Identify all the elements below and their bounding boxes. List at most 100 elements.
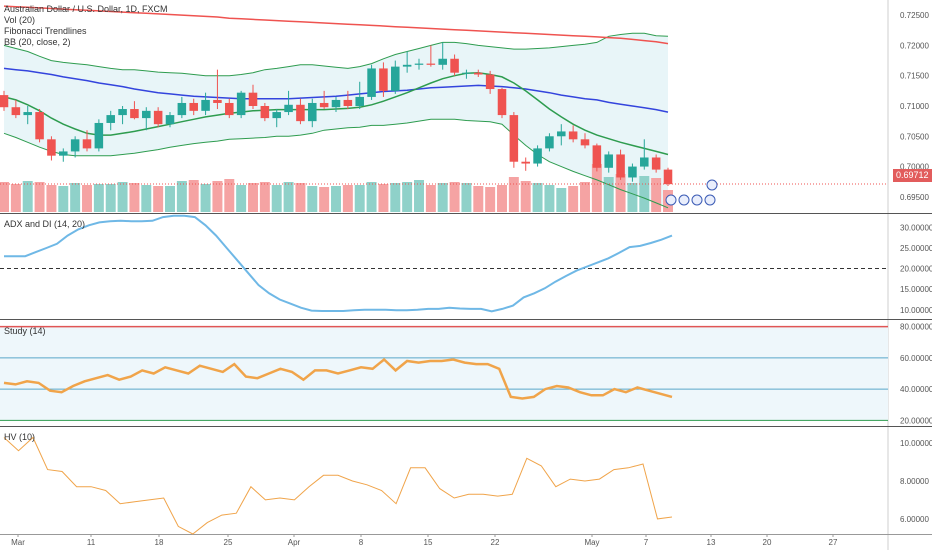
candle-body <box>308 102 317 122</box>
candle-body <box>426 63 436 65</box>
volume-bar <box>627 183 638 212</box>
candle-body <box>474 72 483 75</box>
adx-title[interactable]: ADX and DI (14, 20) <box>4 219 86 229</box>
candle-body <box>450 58 459 73</box>
event-flag-icon <box>706 179 718 191</box>
time-axis-label: 22 <box>491 538 500 547</box>
candle-body <box>640 157 649 167</box>
volume-bar <box>141 185 152 212</box>
candle-body <box>509 115 519 162</box>
volume-bar <box>556 188 567 212</box>
candle-body <box>462 72 471 74</box>
volume-bar <box>615 174 626 212</box>
volume-bar <box>105 184 116 212</box>
hv-tick-label: 6.00000 <box>900 515 929 524</box>
event-flag-icon <box>691 194 703 206</box>
candle-body <box>153 110 163 125</box>
bb-lower-line <box>3 118 669 209</box>
volume-bar <box>176 181 187 212</box>
volume-bar <box>70 183 81 212</box>
hv-title[interactable]: HV (10) <box>4 432 36 442</box>
volume-bar <box>188 180 199 212</box>
study-title[interactable]: Study (14) <box>4 326 46 336</box>
candle-body <box>402 64 412 67</box>
volume-bar <box>651 178 662 212</box>
candle-body <box>485 74 495 90</box>
time-axis-label: Mar <box>11 538 25 547</box>
indicator-bb[interactable]: BB (20, close, 2) <box>4 37 71 47</box>
last-price-tag: 0.69712 <box>893 169 932 182</box>
price-tick-label: 0.69500 <box>900 193 929 202</box>
volume-bar <box>319 187 330 212</box>
candle-body <box>414 63 424 65</box>
candle-body <box>533 148 542 164</box>
study-band-fill <box>0 326 888 421</box>
time-axis-label: 7 <box>644 538 649 547</box>
candle-body <box>616 154 625 178</box>
price-tick-label: 0.72000 <box>900 41 929 50</box>
volume-bar <box>603 177 614 212</box>
volume-bar <box>354 185 365 212</box>
volume-bar <box>342 185 353 212</box>
volume-bar <box>153 186 164 212</box>
volume-bar <box>544 185 555 212</box>
volume-bar <box>331 186 341 212</box>
candle-body <box>367 68 376 97</box>
candle-body <box>177 102 187 116</box>
volume-bar <box>58 186 69 212</box>
candle-body <box>35 112 44 140</box>
volume-bar <box>449 182 460 212</box>
volume-bar <box>259 182 270 212</box>
volume-bar <box>497 185 507 212</box>
time-axis-label: 13 <box>707 538 716 547</box>
event-flag-icon <box>665 194 677 206</box>
time-axis-label: 27 <box>829 538 838 547</box>
price-tick-label: 0.70500 <box>900 132 929 141</box>
adx-tick-label: 20.00000 <box>900 265 932 274</box>
volume-bar <box>212 181 223 212</box>
indicator-volume[interactable]: Vol (20) <box>4 15 36 25</box>
candle-body <box>580 139 590 146</box>
volume-bar <box>82 185 92 212</box>
time-axis-label: 25 <box>224 538 233 547</box>
volume-bar <box>568 186 579 212</box>
candle-body <box>236 92 246 116</box>
adx-legend[interactable]: ADX and DI (14, 20) <box>4 219 85 230</box>
candle-body <box>663 169 673 185</box>
candle-body <box>47 139 56 156</box>
volume-bar <box>22 181 33 212</box>
candle-body <box>379 68 388 91</box>
candle-body <box>284 104 293 113</box>
study-legend[interactable]: Study (14) <box>4 326 46 337</box>
candle-body <box>296 104 305 122</box>
study-tick-label: 20.00000 <box>900 416 932 425</box>
volume-bar <box>248 183 258 212</box>
volume-bar <box>0 182 9 212</box>
volume-bar <box>402 182 413 212</box>
adx-tick-label: 25.00000 <box>900 244 932 253</box>
indicator-fibonacci[interactable]: Fibonacci Trendlines <box>4 26 87 36</box>
candle-body <box>82 139 92 149</box>
volume-bar <box>532 183 543 212</box>
candle-body <box>213 99 222 103</box>
candle-body <box>248 92 258 106</box>
volume-bar <box>271 185 282 212</box>
price-tick-label: 0.72500 <box>900 11 929 20</box>
bb-upper-line <box>3 32 669 77</box>
candle-body <box>70 139 80 152</box>
adx-line <box>4 214 673 313</box>
volume-bar <box>224 179 235 212</box>
symbol-title[interactable]: Australian Dollar / U.S. Dollar, 1D, FXC… <box>4 4 168 14</box>
time-axis-label: 11 <box>87 538 96 547</box>
hv-tick-label: 10.00000 <box>900 439 932 448</box>
study-tick-label: 40.00000 <box>900 385 932 394</box>
price-tick-label: 0.70000 <box>900 163 929 172</box>
event-flag-icon <box>704 194 716 206</box>
volume-bar <box>34 182 45 212</box>
candle-body <box>189 102 198 111</box>
volume-bar <box>520 181 531 212</box>
time-axis-label: May <box>584 538 599 547</box>
study-tick-label: 60.00000 <box>900 354 932 363</box>
hv-legend[interactable]: HV (10) <box>4 432 35 443</box>
